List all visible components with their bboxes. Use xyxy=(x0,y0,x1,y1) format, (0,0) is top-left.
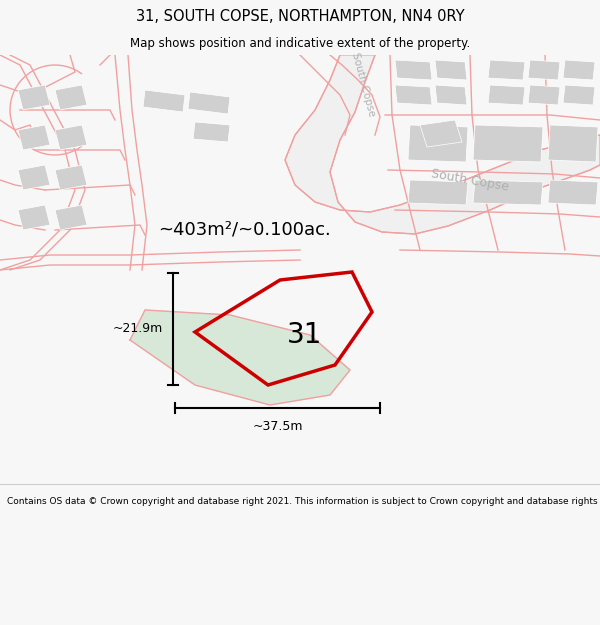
Polygon shape xyxy=(563,60,595,80)
Polygon shape xyxy=(55,165,87,190)
Polygon shape xyxy=(130,310,350,405)
Polygon shape xyxy=(435,60,467,80)
Polygon shape xyxy=(563,85,595,105)
Polygon shape xyxy=(395,85,432,105)
Text: ~37.5m: ~37.5m xyxy=(252,420,303,433)
Text: ~403m²/~0.100ac.: ~403m²/~0.100ac. xyxy=(158,221,331,239)
Polygon shape xyxy=(473,125,543,162)
Polygon shape xyxy=(143,90,185,112)
Text: South Copse: South Copse xyxy=(350,52,376,118)
Polygon shape xyxy=(435,85,467,105)
Text: South Copse: South Copse xyxy=(430,167,510,193)
Polygon shape xyxy=(488,60,525,80)
Polygon shape xyxy=(408,125,468,162)
Polygon shape xyxy=(528,60,560,80)
Text: 31, SOUTH COPSE, NORTHAMPTON, NN4 0RY: 31, SOUTH COPSE, NORTHAMPTON, NN4 0RY xyxy=(136,9,464,24)
Polygon shape xyxy=(193,122,230,142)
Polygon shape xyxy=(528,85,560,105)
Polygon shape xyxy=(18,165,50,190)
Polygon shape xyxy=(548,125,598,162)
Polygon shape xyxy=(408,180,468,205)
Polygon shape xyxy=(55,205,87,230)
Polygon shape xyxy=(55,85,87,110)
Polygon shape xyxy=(55,125,87,150)
Polygon shape xyxy=(395,60,432,80)
Text: ~21.9m: ~21.9m xyxy=(113,322,163,336)
Polygon shape xyxy=(420,120,462,147)
Text: Contains OS data © Crown copyright and database right 2021. This information is : Contains OS data © Crown copyright and d… xyxy=(7,498,600,506)
Polygon shape xyxy=(188,92,230,114)
Polygon shape xyxy=(488,85,525,105)
Polygon shape xyxy=(548,180,598,205)
Text: Map shows position and indicative extent of the property.: Map shows position and indicative extent… xyxy=(130,38,470,51)
Polygon shape xyxy=(473,180,543,205)
Polygon shape xyxy=(18,125,50,150)
Polygon shape xyxy=(18,85,50,110)
Polygon shape xyxy=(18,205,50,230)
Polygon shape xyxy=(285,55,600,234)
Text: 31: 31 xyxy=(287,321,323,349)
